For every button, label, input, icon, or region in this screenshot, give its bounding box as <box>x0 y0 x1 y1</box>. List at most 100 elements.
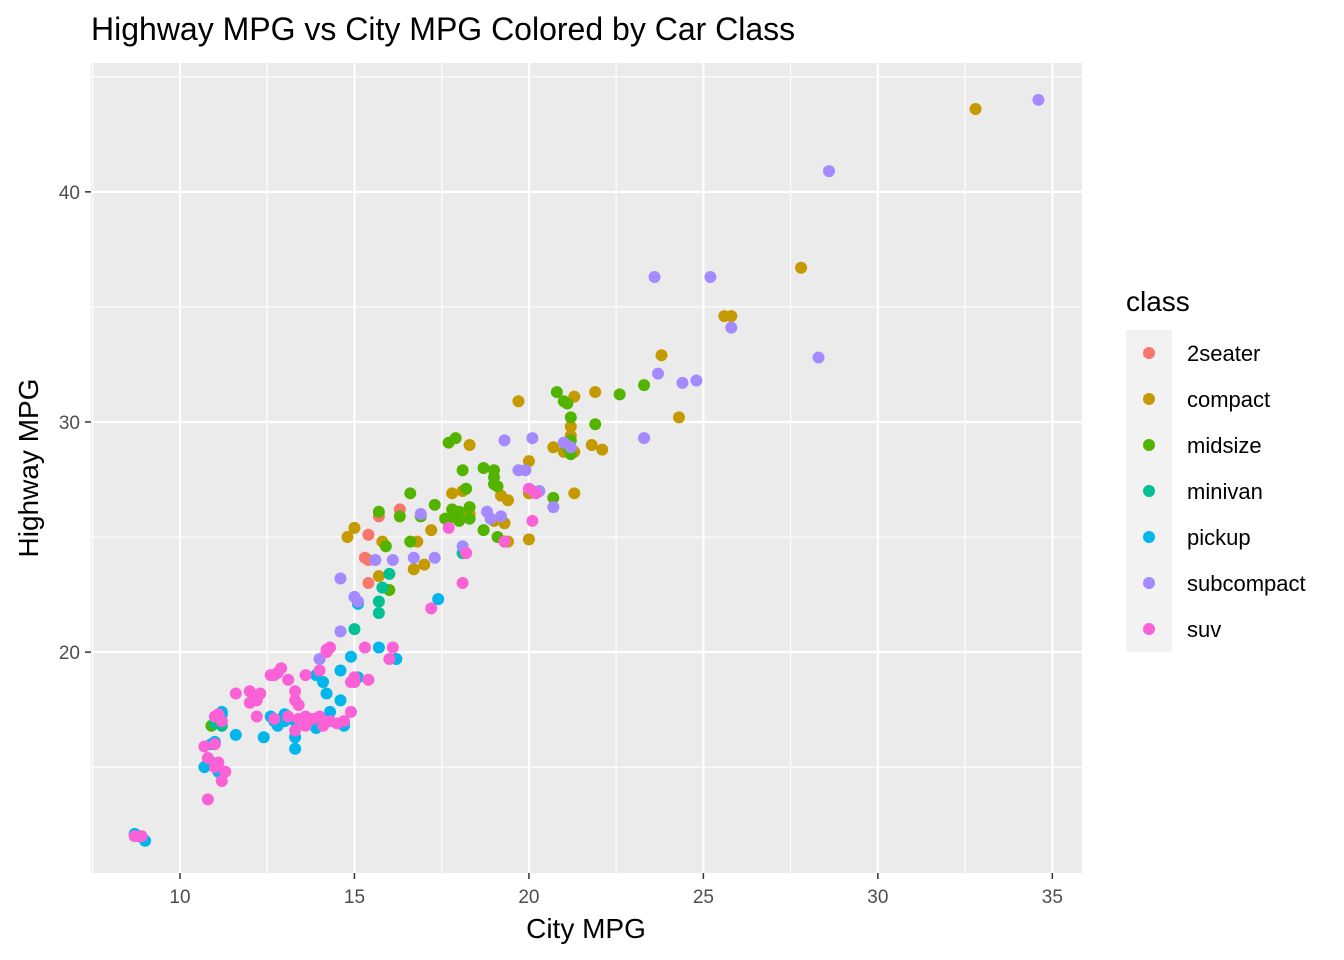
y-axis: 20 30 40 <box>59 183 91 664</box>
point-pickup <box>229 728 242 741</box>
point-compact <box>341 531 354 544</box>
point-compact <box>522 533 535 546</box>
point-pickup <box>324 705 337 718</box>
point-suv <box>229 687 242 700</box>
x-tick-label: 15 <box>344 887 365 908</box>
point-compact <box>655 349 668 362</box>
point-pickup <box>289 742 302 755</box>
point-subcompact <box>519 464 532 477</box>
point-pickup <box>432 593 445 606</box>
point-midsize <box>379 540 392 553</box>
point-subcompact <box>564 441 577 454</box>
point-compact <box>512 395 525 408</box>
point-subcompact <box>526 432 539 445</box>
point-suv <box>337 715 350 728</box>
point-pickup <box>334 694 347 707</box>
point-compact <box>425 524 438 537</box>
point-suv <box>268 712 281 725</box>
point-compact <box>568 487 581 500</box>
point-compact <box>589 386 602 399</box>
chart-title: Highway MPG vs City MPG Colored by Car C… <box>91 11 795 47</box>
legend-key-suv <box>1143 623 1155 635</box>
point-subcompact <box>690 374 703 387</box>
data-points <box>128 93 1045 847</box>
point-suv <box>320 646 333 659</box>
point-midsize <box>477 524 490 537</box>
point-subcompact <box>414 508 427 521</box>
point-suv <box>386 641 399 654</box>
y-axis-title: Highway MPG <box>13 379 44 558</box>
minor-gridlines <box>91 63 1082 873</box>
point-suv <box>299 710 312 723</box>
point-compact <box>564 420 577 433</box>
point-compact <box>407 563 420 576</box>
point-subcompact <box>484 512 497 525</box>
point-compact <box>547 441 560 454</box>
legend: class 2seater compact midsize minivan pickup… <box>1126 286 1306 652</box>
point-midsize <box>557 395 570 408</box>
point-midsize <box>439 512 452 525</box>
point-midsize <box>393 510 406 523</box>
point-minivan <box>376 581 389 594</box>
point-compact <box>596 443 609 456</box>
point-suv <box>313 664 326 677</box>
x-tick-label: 35 <box>1042 887 1063 908</box>
point-suv <box>383 652 396 665</box>
x-tick-label: 30 <box>867 887 888 908</box>
legend-key-minivan <box>1143 485 1155 497</box>
point-compact <box>501 494 514 507</box>
point-suv <box>344 705 357 718</box>
point-midsize <box>477 462 490 474</box>
point-suv <box>299 719 312 732</box>
point-subcompact <box>725 321 738 334</box>
x-tick-label: 10 <box>169 887 190 908</box>
point-midsize <box>613 388 626 401</box>
point-subcompact <box>428 551 441 564</box>
point-midsize <box>547 491 560 504</box>
point-suv <box>526 514 539 527</box>
legend-label-pickup: pickup <box>1187 525 1251 550</box>
point-suv <box>201 751 214 764</box>
point-subcompact <box>1032 93 1045 106</box>
point-pickup <box>334 664 347 677</box>
point-suv <box>215 774 228 787</box>
legend-key-subcompact <box>1143 577 1155 589</box>
major-gridlines <box>91 63 1082 873</box>
point-midsize <box>460 482 473 495</box>
point-suv <box>442 521 455 534</box>
y-tick-label: 30 <box>59 413 80 434</box>
point-midsize <box>456 464 469 477</box>
point-midsize <box>404 487 417 500</box>
point-suv <box>425 602 438 615</box>
point-midsize <box>428 498 441 511</box>
point-midsize <box>442 436 455 449</box>
point-pickup <box>320 687 333 700</box>
point-suv <box>289 724 302 737</box>
point-minivan <box>372 595 385 608</box>
point-midsize <box>463 512 476 525</box>
point-suv <box>498 535 511 548</box>
point-compact <box>725 310 738 323</box>
legend-key-compact <box>1143 393 1155 405</box>
point-midsize <box>372 505 385 518</box>
point-compact <box>672 411 685 424</box>
point-2seater <box>362 577 375 590</box>
point-minivan <box>383 567 396 580</box>
legend-label-subcompact: subcompact <box>1187 571 1306 596</box>
point-suv <box>243 685 256 698</box>
point-subcompact <box>812 351 825 364</box>
legend-label-minivan: minivan <box>1187 479 1263 504</box>
legend-key-midsize <box>1143 439 1155 451</box>
point-suv <box>292 699 305 712</box>
x-tick-label: 25 <box>693 887 714 908</box>
point-suv <box>362 673 375 686</box>
point-minivan <box>348 623 361 636</box>
point-2seater <box>362 528 375 541</box>
point-suv <box>219 765 232 778</box>
point-subcompact <box>704 271 717 284</box>
point-suv <box>299 669 312 682</box>
point-subcompact <box>823 165 836 178</box>
point-subcompact <box>351 595 364 608</box>
legend-key-2seater <box>1143 347 1155 359</box>
